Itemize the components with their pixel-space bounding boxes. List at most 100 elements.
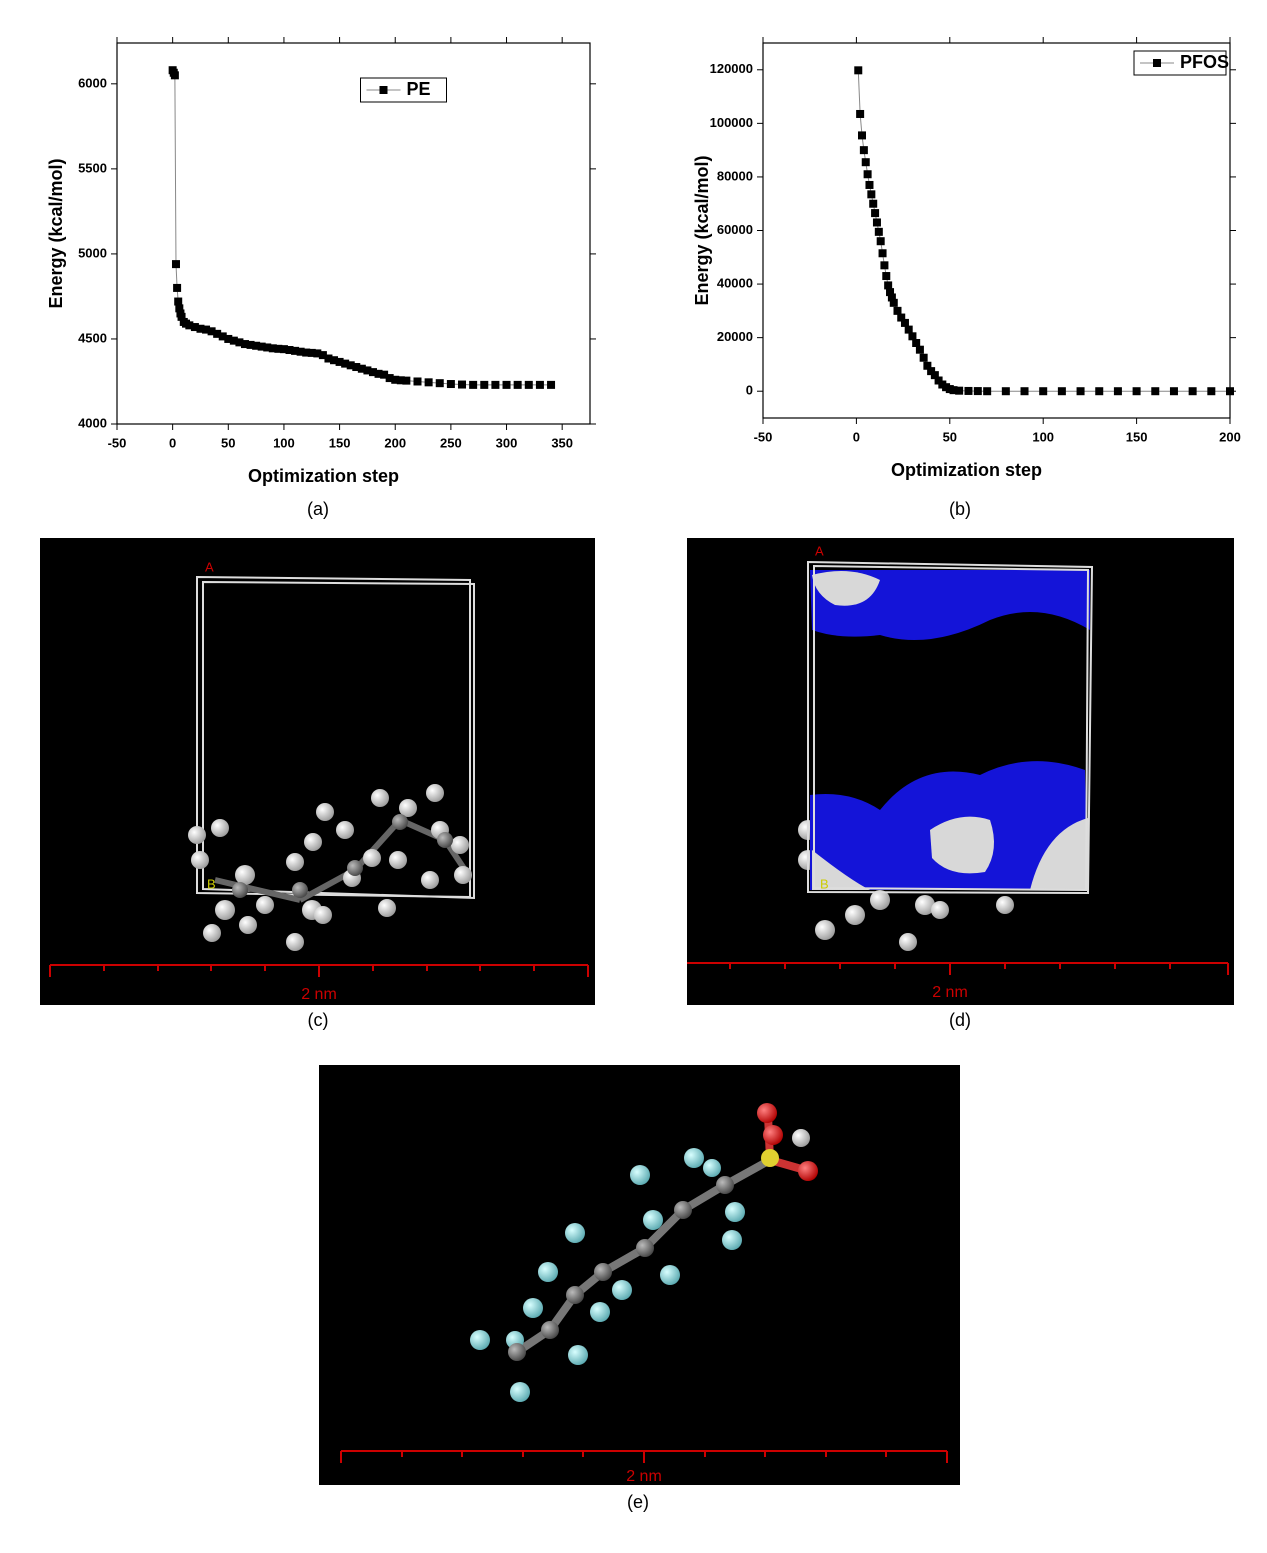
- data-point: [1132, 387, 1141, 396]
- legend-label: PFOS: [1180, 52, 1229, 72]
- x-tick-label: 200: [1219, 429, 1241, 444]
- caption: (c): [308, 1010, 329, 1030]
- scale-label: 2 nm: [301, 986, 337, 1003]
- data-point: [335, 357, 344, 366]
- data-point: [352, 363, 361, 372]
- data-point: [346, 361, 355, 370]
- x-tick-label: 0: [853, 429, 860, 444]
- data-point: [912, 339, 921, 347]
- x-tick-label: 0: [169, 435, 176, 450]
- data-point: [341, 359, 350, 368]
- surface: [812, 850, 870, 890]
- data-point: [313, 349, 322, 358]
- data-point: [391, 375, 400, 384]
- y-tick-label: 6000: [78, 75, 107, 90]
- oxygens: [757, 1103, 818, 1181]
- data-point: [396, 376, 405, 385]
- data-point: [402, 376, 411, 385]
- sulfur: [761, 1149, 779, 1167]
- scale-bar: [687, 962, 1229, 975]
- data-point: [1207, 387, 1216, 396]
- data-point: [861, 158, 870, 167]
- data-point: [871, 209, 880, 218]
- data-point: [964, 386, 973, 395]
- data-point: [889, 298, 898, 307]
- data-point: [285, 346, 294, 355]
- data-point: [246, 340, 255, 349]
- data-point: [1151, 387, 1160, 396]
- y-axis-title: Energy (kcal/mol): [692, 155, 712, 305]
- y-tick-label: 60000: [717, 222, 753, 237]
- data-point: [491, 380, 500, 389]
- data-point: [177, 312, 186, 321]
- x-tick-label: 100: [273, 435, 295, 450]
- y-tick-label: 100000: [710, 115, 753, 130]
- data-point: [175, 304, 184, 313]
- plot-frame: [116, 42, 591, 425]
- scale-bar: [49, 964, 589, 977]
- data-point: [904, 325, 913, 334]
- legend-label: PE: [407, 79, 431, 99]
- data-point: [174, 297, 183, 306]
- cell-box: [196, 575, 475, 900]
- data-point: [930, 371, 939, 380]
- surface: [812, 571, 880, 606]
- data-point: [880, 261, 889, 270]
- scale-label: 2 nm: [626, 1468, 662, 1485]
- data-point: [374, 369, 383, 378]
- data-point: [923, 361, 932, 370]
- data-point: [207, 327, 216, 336]
- x-tick-label: 50: [221, 435, 235, 450]
- data-point: [173, 283, 182, 292]
- data-point: [1001, 387, 1010, 396]
- data-point: [513, 380, 522, 389]
- y-tick-label: 80000: [717, 168, 753, 183]
- y-tick-label: 5000: [78, 245, 107, 260]
- data-point: [363, 366, 372, 375]
- data-point: [413, 377, 422, 386]
- data-point: [856, 109, 865, 118]
- data-point: [296, 347, 305, 356]
- y-axis-title: Energy (kcal/mol): [46, 158, 66, 308]
- data-point: [1188, 387, 1197, 396]
- y-tick-label: 0: [746, 383, 753, 398]
- data-point: [268, 344, 277, 353]
- data-point: [202, 325, 211, 334]
- x-tick-label: 50: [943, 429, 957, 444]
- data-point: [385, 374, 394, 383]
- data-point: [547, 380, 556, 389]
- caption: (a): [307, 499, 329, 519]
- molecule-view-e: 2 nm: [319, 1065, 960, 1485]
- hydrogen: [792, 1129, 810, 1147]
- data-point: [874, 227, 883, 236]
- fluorines: [470, 1148, 745, 1402]
- data-point: [170, 71, 179, 80]
- data-point: [915, 345, 924, 354]
- x-tick-label: -50: [754, 429, 773, 444]
- cell-letter: B: [207, 876, 216, 891]
- cell-letter: A: [815, 543, 824, 558]
- data-point: [949, 386, 958, 395]
- caption: (d): [949, 1010, 971, 1030]
- cell-box: [807, 560, 1094, 895]
- data-point: [1095, 387, 1104, 396]
- atoms: [188, 784, 472, 951]
- data-point: [973, 387, 982, 396]
- y-tick-label: 4000: [78, 415, 107, 430]
- data-point: [884, 281, 893, 290]
- data-point: [908, 332, 917, 341]
- data-point: [865, 180, 874, 189]
- data-point: [1057, 387, 1066, 396]
- data-point: [854, 66, 863, 75]
- y-tick-label: 20000: [717, 329, 753, 344]
- data-point: [380, 370, 389, 379]
- x-tick-label: 150: [329, 435, 351, 450]
- cell-letter: B: [820, 876, 829, 891]
- data-point: [858, 131, 867, 140]
- data-point: [535, 380, 544, 389]
- data-point: [424, 378, 433, 387]
- viewport: [40, 538, 595, 1005]
- data-point: [291, 346, 300, 355]
- data-point: [1020, 387, 1029, 396]
